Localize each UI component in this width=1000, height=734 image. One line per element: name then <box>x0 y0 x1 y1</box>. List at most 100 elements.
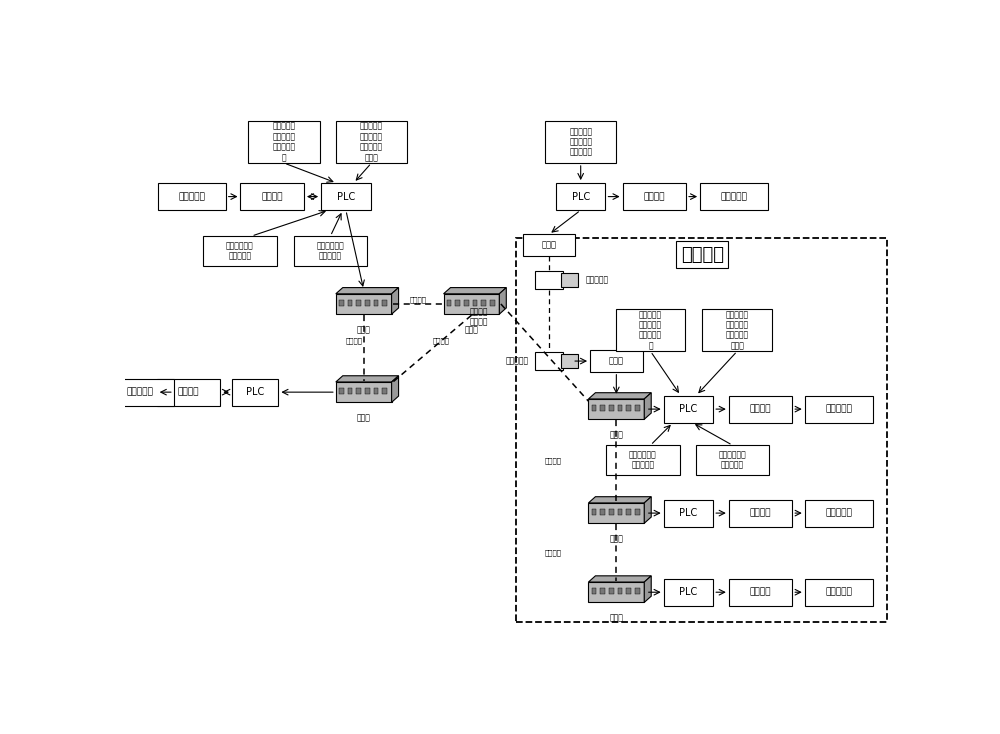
FancyBboxPatch shape <box>626 588 631 594</box>
Text: PLC: PLC <box>572 192 590 202</box>
Polygon shape <box>392 288 399 314</box>
FancyBboxPatch shape <box>635 404 640 411</box>
FancyBboxPatch shape <box>556 183 605 210</box>
Text: 声光报警器: 声光报警器 <box>126 388 153 396</box>
Text: 一期反应堰厂
房启动按鈕: 一期反应堰厂 房启动按鈕 <box>226 241 254 261</box>
FancyBboxPatch shape <box>535 271 563 289</box>
Polygon shape <box>644 576 651 603</box>
FancyBboxPatch shape <box>626 509 631 515</box>
FancyBboxPatch shape <box>664 578 713 606</box>
FancyBboxPatch shape <box>490 299 495 305</box>
Text: 声光报警器: 声光报警器 <box>178 192 205 201</box>
Text: 交换机: 交换机 <box>464 325 478 335</box>
FancyBboxPatch shape <box>374 299 378 305</box>
FancyBboxPatch shape <box>203 236 277 266</box>
Polygon shape <box>392 376 399 402</box>
Text: PLC: PLC <box>679 508 698 518</box>
Polygon shape <box>336 288 399 294</box>
FancyBboxPatch shape <box>464 299 469 305</box>
Text: 驱动电源: 驱动电源 <box>178 388 199 396</box>
Text: 驱动电源: 驱动电源 <box>750 404 771 413</box>
Polygon shape <box>644 497 651 523</box>
FancyBboxPatch shape <box>702 309 772 351</box>
Text: 声光报警器: 声光报警器 <box>721 192 748 201</box>
FancyBboxPatch shape <box>455 299 460 305</box>
FancyBboxPatch shape <box>635 509 640 515</box>
Polygon shape <box>588 393 651 399</box>
FancyBboxPatch shape <box>240 183 304 210</box>
Polygon shape <box>588 503 644 523</box>
Polygon shape <box>444 288 506 294</box>
FancyBboxPatch shape <box>348 299 352 305</box>
FancyBboxPatch shape <box>356 299 361 305</box>
Text: 二期核岛主
控室声光警
报系统控制
台: 二期核岛主 控室声光警 报系统控制 台 <box>639 310 662 350</box>
FancyBboxPatch shape <box>248 120 320 163</box>
FancyBboxPatch shape <box>600 404 605 411</box>
Text: 交换机: 交换机 <box>609 431 623 440</box>
FancyBboxPatch shape <box>339 388 344 393</box>
FancyBboxPatch shape <box>626 404 631 411</box>
Text: 光电转换器: 光电转换器 <box>586 276 609 285</box>
Polygon shape <box>644 393 651 419</box>
Polygon shape <box>336 382 392 402</box>
FancyBboxPatch shape <box>294 236 367 266</box>
FancyBboxPatch shape <box>523 234 575 256</box>
FancyBboxPatch shape <box>592 588 596 594</box>
Text: PLC: PLC <box>679 404 698 414</box>
FancyBboxPatch shape <box>592 404 596 411</box>
FancyBboxPatch shape <box>609 509 614 515</box>
FancyBboxPatch shape <box>106 379 174 406</box>
FancyBboxPatch shape <box>336 120 407 163</box>
Polygon shape <box>588 497 651 503</box>
Text: 交换机: 交换机 <box>609 534 623 544</box>
FancyBboxPatch shape <box>535 352 563 370</box>
FancyBboxPatch shape <box>805 396 873 423</box>
FancyBboxPatch shape <box>616 309 685 351</box>
Text: 二期核燃料厂
房启动按鈕: 二期核燃料厂 房启动按鈕 <box>719 450 746 470</box>
FancyBboxPatch shape <box>623 183 686 210</box>
Text: 交换机: 交换机 <box>609 614 623 622</box>
Text: 光电转换器: 光电转换器 <box>506 357 529 366</box>
FancyBboxPatch shape <box>356 388 361 393</box>
FancyBboxPatch shape <box>561 355 578 368</box>
FancyBboxPatch shape <box>729 578 792 606</box>
Text: 交换机: 交换机 <box>357 325 371 335</box>
Text: PLC: PLC <box>337 192 355 202</box>
Polygon shape <box>336 294 392 314</box>
Text: 应急指挥中
心声光警报
系统控制台: 应急指挥中 心声光警报 系统控制台 <box>569 127 592 156</box>
FancyBboxPatch shape <box>545 120 616 163</box>
FancyBboxPatch shape <box>481 299 486 305</box>
FancyBboxPatch shape <box>473 299 477 305</box>
Polygon shape <box>499 288 506 314</box>
FancyBboxPatch shape <box>609 404 614 411</box>
Text: 一期核岛主
控室声光警
报系统控制
台: 一期核岛主 控室声光警 报系统控制 台 <box>272 122 295 162</box>
FancyBboxPatch shape <box>339 299 344 305</box>
Text: 声光报警器: 声光报警器 <box>825 588 852 597</box>
Text: 声光报警器: 声光报警器 <box>825 509 852 517</box>
FancyBboxPatch shape <box>158 183 226 210</box>
FancyBboxPatch shape <box>664 500 713 527</box>
Text: 交换机: 交换机 <box>357 414 371 423</box>
Text: 端子排: 端子排 <box>609 357 624 366</box>
FancyBboxPatch shape <box>157 379 220 406</box>
FancyBboxPatch shape <box>805 500 873 527</box>
FancyBboxPatch shape <box>382 299 387 305</box>
Polygon shape <box>588 399 644 419</box>
Text: 声光报警器: 声光报警器 <box>825 404 852 413</box>
Text: 驱动电源: 驱动电源 <box>262 192 283 201</box>
FancyBboxPatch shape <box>365 388 370 393</box>
Polygon shape <box>588 576 651 582</box>
FancyBboxPatch shape <box>635 588 640 594</box>
Text: 传输光缆: 传输光缆 <box>544 458 561 465</box>
Text: 驱动电源: 驱动电源 <box>750 588 771 597</box>
Text: PLC: PLC <box>246 387 264 397</box>
FancyBboxPatch shape <box>729 396 792 423</box>
Text: 传输光缆: 传输光缆 <box>433 338 450 344</box>
Text: 二期核岛远
程停岛站声
光警报系统
控制台: 二期核岛远 程停岛站声 光警报系统 控制台 <box>726 310 749 350</box>
Text: 传输光缆: 传输光缆 <box>544 549 561 556</box>
Text: 传输光缆: 传输光缆 <box>409 296 426 302</box>
FancyBboxPatch shape <box>374 388 378 393</box>
FancyBboxPatch shape <box>606 446 680 475</box>
Polygon shape <box>336 376 399 382</box>
FancyBboxPatch shape <box>382 388 387 393</box>
